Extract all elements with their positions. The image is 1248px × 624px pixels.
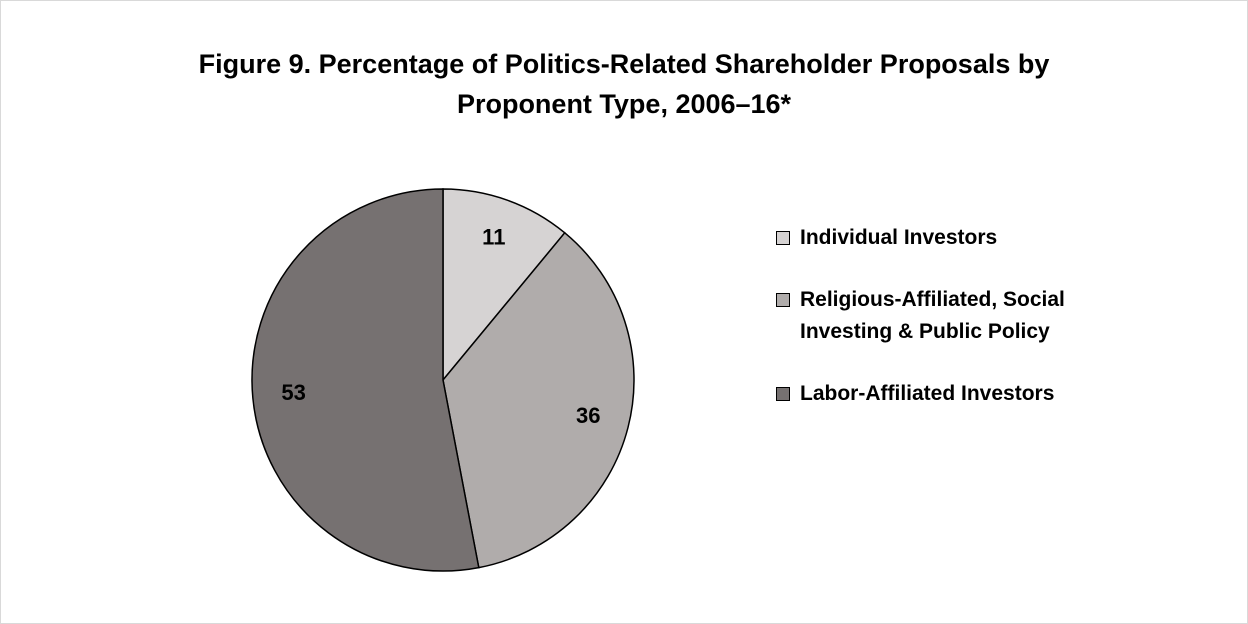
data-label: 11 [482,225,505,250]
chart-title: Figure 9. Percentage of Politics-Related… [198,49,1050,119]
legend-entry: Religious-Affiliated, Social Investing &… [776,284,1130,348]
legend-label: Individual Investors [800,226,998,249]
legend: Individual Investors Religious-Affiliated… [776,222,1176,440]
legend-swatch [776,293,790,307]
legend-swatch [776,231,790,245]
pie-slice [251,188,480,572]
data-label: 36 [576,403,600,428]
data-label: 53 [281,380,305,405]
legend-entry: Labor-Affiliated Investors [776,378,1130,410]
legend-label: Religious-Affiliated, Social Investing &… [800,288,1065,343]
legend-label: Labor-Affiliated Investors [800,382,1055,405]
legend-entry: Individual Investors [776,222,1130,254]
legend-swatch [776,387,790,401]
pie-slice [442,231,635,569]
pie-slice [442,188,566,383]
